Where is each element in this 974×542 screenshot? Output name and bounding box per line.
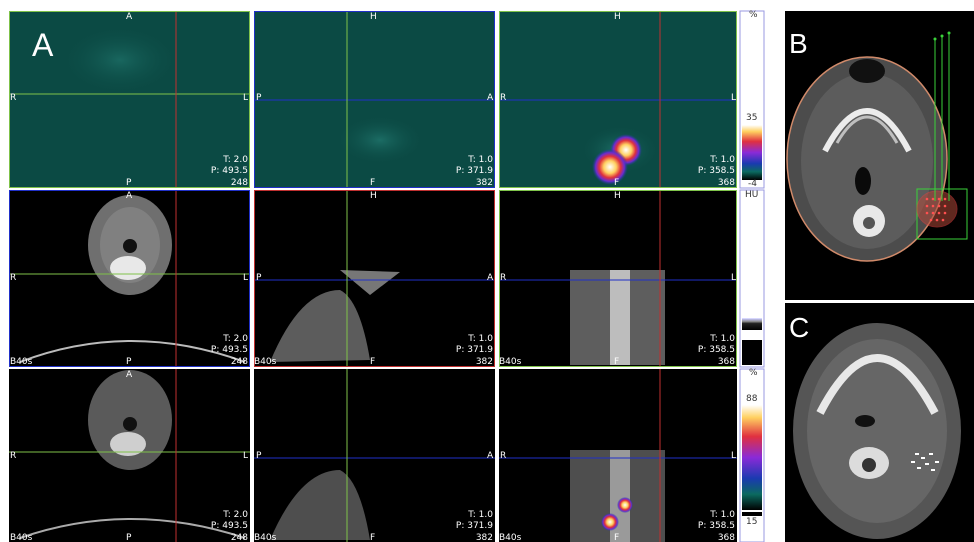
panel-c: C [785, 303, 974, 542]
orient-right: A [487, 93, 494, 103]
fused-row [9, 369, 737, 542]
orient-top: A [126, 191, 133, 201]
orient-left: P [256, 273, 262, 283]
pet-scale-max: 35 [746, 113, 757, 123]
orient-right: L [243, 451, 248, 461]
position: P: 493.5 [211, 345, 248, 355]
pet-coronal-labels: H R L T: 1.0 P: 358.5 F 368 [500, 12, 736, 188]
slice-number: 382 [476, 533, 493, 542]
orient-bottom: P [126, 178, 132, 188]
kernel: B40s [499, 357, 522, 367]
orient-left: R [500, 273, 506, 283]
orient-bottom: F [614, 533, 619, 542]
orient-bottom: P [126, 533, 132, 542]
orient-left: R [10, 451, 16, 461]
slice-number: 248 [231, 533, 248, 542]
orient-right: L [731, 93, 736, 103]
pet-sagittal-labels: H P A T: 1.0 P: 371.9 F 382 [256, 12, 494, 188]
orient-top: A [126, 12, 133, 22]
thickness: T: 1.0 [709, 334, 735, 344]
panel-b: B [785, 11, 974, 300]
panel-a-letter: A [32, 27, 54, 63]
orient-top: H [370, 191, 377, 201]
orient-right: A [487, 451, 494, 461]
pet-scale-unit: % [749, 10, 758, 20]
fused-scale-max: 88 [746, 394, 758, 404]
orient-left: P [256, 93, 262, 103]
thickness: T: 1.0 [467, 334, 493, 344]
orient-top: H [614, 191, 621, 201]
fused-scale-min: 15 [746, 517, 757, 527]
pet-scale-min: -4 [748, 179, 757, 189]
slice-number: 248 [231, 178, 248, 188]
ct-row [9, 190, 737, 367]
thickness: T: 1.0 [709, 155, 735, 165]
thickness: T: 2.0 [222, 155, 248, 165]
orient-left: P [256, 451, 262, 461]
position: P: 358.5 [698, 166, 735, 176]
orient-left: R [500, 451, 506, 461]
ct-sagittal-labels: H P A T: 1.0 P: 371.9 B40s F 382 [254, 191, 494, 367]
orient-bottom: F [370, 178, 375, 188]
orient-bottom: F [614, 357, 619, 367]
kernel: B40s [10, 533, 33, 542]
orient-bottom: F [370, 357, 375, 367]
panel-b-letter: B [789, 28, 808, 59]
position: P: 358.5 [698, 345, 735, 355]
orient-bottom: F [370, 533, 375, 542]
fused-sagittal-labels: P A T: 1.0 P: 371.9 B40s F 382 [254, 451, 494, 542]
fused-scale-unit: % [749, 368, 758, 378]
orient-left: R [500, 93, 506, 103]
kernel: B40s [254, 533, 277, 542]
slice-number: 382 [476, 178, 493, 188]
orient-top: H [370, 12, 377, 22]
panel-a: A % 35 -4 HU % 88 15 A R L T: 2.0 P: 493… [9, 10, 765, 542]
thickness: T: 1.0 [467, 510, 493, 520]
orient-right: L [243, 93, 248, 103]
slice-number: 368 [718, 178, 735, 188]
orient-top: H [614, 12, 621, 22]
kernel: B40s [10, 357, 33, 367]
slice-number: 368 [718, 357, 735, 367]
orient-bottom: F [614, 178, 619, 188]
orient-right: L [731, 273, 736, 283]
position: P: 493.5 [211, 521, 248, 531]
orient-top: A [126, 370, 133, 380]
orient-left: R [10, 273, 16, 283]
thickness: T: 1.0 [467, 155, 493, 165]
position: P: 371.9 [456, 521, 493, 531]
slice-number: 248 [231, 357, 248, 367]
crosshairs [9, 11, 737, 542]
fused-coronal-labels: R L T: 1.0 P: 358.5 B40s F 368 [499, 451, 736, 542]
position: P: 358.5 [698, 521, 735, 531]
panel-c-letter: C [789, 312, 809, 343]
position: P: 371.9 [456, 166, 493, 176]
thickness: T: 1.0 [709, 510, 735, 520]
orient-bottom: P [126, 357, 132, 367]
ct-scale-unit: HU [745, 190, 758, 200]
pet-axial-labels: A R L T: 2.0 P: 493.5 P 248 [10, 12, 248, 188]
position: P: 371.9 [456, 345, 493, 355]
viewport-borders [9, 11, 737, 367]
orient-right: L [243, 273, 248, 283]
fused-axial-labels: A R L T: 2.0 P: 493.5 B40s P 248 [10, 370, 248, 542]
orient-right: L [731, 451, 736, 461]
slice-number: 382 [476, 357, 493, 367]
kernel: B40s [499, 533, 522, 542]
ct-axial-labels: A R L T: 2.0 P: 493.5 B40s P 248 [10, 191, 248, 367]
slice-number: 368 [718, 533, 735, 542]
thickness: T: 2.0 [222, 510, 248, 520]
orient-left: R [10, 93, 16, 103]
scale-bars [739, 10, 765, 542]
ct-coronal-labels: H R L T: 1.0 P: 358.5 B40s F 368 [499, 191, 736, 367]
thickness: T: 2.0 [222, 334, 248, 344]
kernel: B40s [254, 357, 277, 367]
orient-right: A [487, 273, 494, 283]
position: P: 493.5 [211, 166, 248, 176]
